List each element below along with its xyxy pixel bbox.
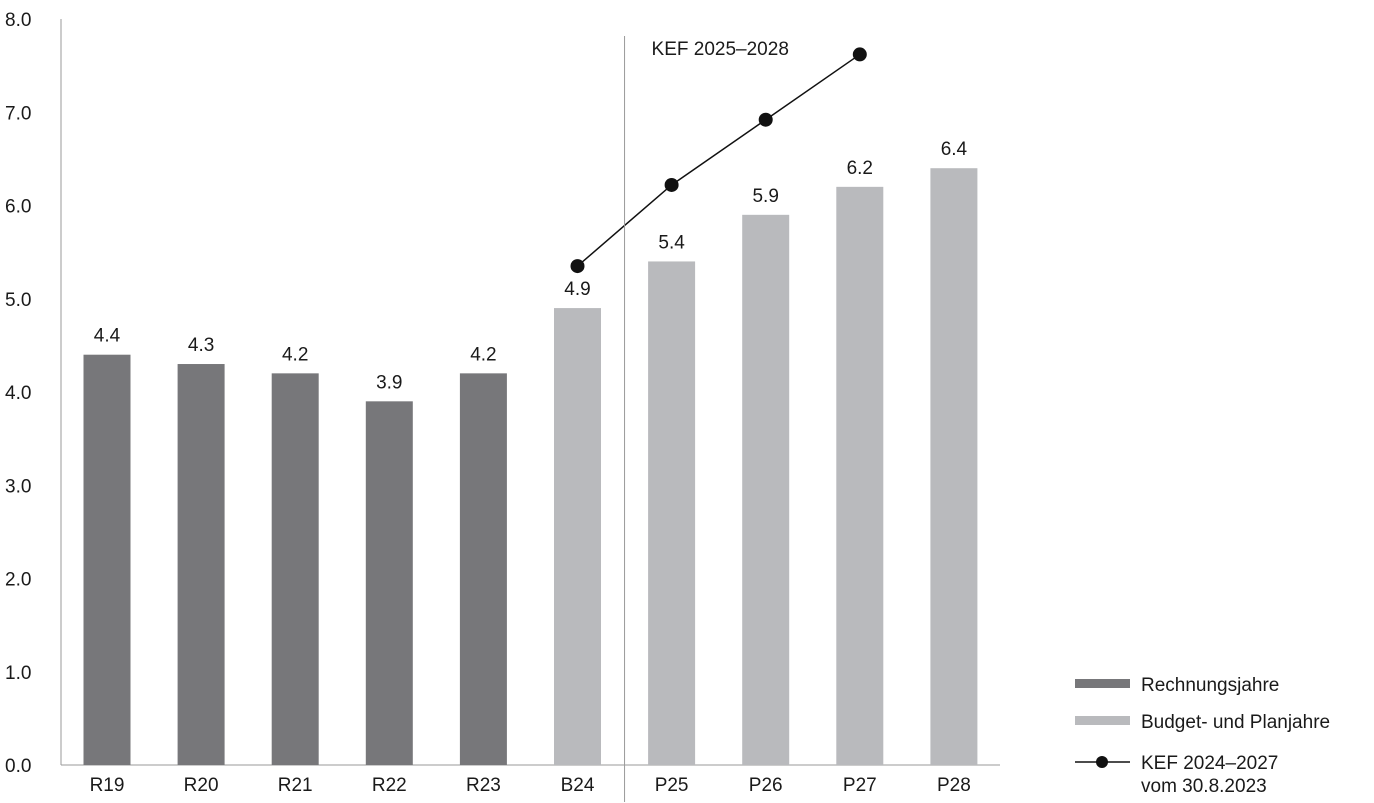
- legend-marker-kef: [1096, 756, 1108, 768]
- bar-p25: [648, 261, 696, 765]
- x-tick-label: B24: [561, 775, 595, 796]
- bar-value-label: 4.4: [94, 326, 121, 347]
- bars: [83, 168, 978, 766]
- bar-value-label: 4.2: [282, 344, 308, 365]
- legend-swatch-planjahre: [1075, 716, 1130, 725]
- annotation-label: KEF 2025–2028: [652, 39, 789, 60]
- x-tick-label: P28: [937, 775, 971, 796]
- x-axis-tick-labels: R19 R20 R21 R22 R23 B24 P25 P26 P27 P28: [90, 775, 971, 796]
- bar-r19: [83, 354, 131, 765]
- x-tick-label: P26: [749, 775, 783, 796]
- bar-p26: [742, 214, 790, 765]
- bar-value-label: 6.2: [847, 158, 873, 179]
- bar-value-label: 4.3: [188, 335, 214, 356]
- y-tick-label: 5.0: [5, 290, 31, 311]
- y-tick-label: 4.0: [5, 383, 31, 404]
- bar-value-label: 6.4: [941, 139, 968, 160]
- y-tick-label: 8.0: [5, 10, 31, 31]
- x-tick-label: P25: [655, 775, 689, 796]
- x-tick-label: P27: [843, 775, 877, 796]
- y-tick-label: 3.0: [5, 476, 31, 497]
- y-tick-label: 0.0: [5, 756, 31, 777]
- bar-b24: [554, 308, 601, 765]
- x-tick-label: R22: [372, 775, 407, 796]
- legend: Rechnungsjahre Budget- und Planjahre KEF 2…: [1075, 675, 1330, 797]
- bar-p27: [836, 186, 884, 766]
- bar-r23: [459, 373, 507, 765]
- x-tick-label: R19: [90, 775, 125, 796]
- legend-label: KEF 2024–2027: [1141, 753, 1278, 774]
- y-axis-tick-labels: 0.0 1.0 2.0 3.0 4.0 5.0 6.0 7.0 8.0: [5, 10, 31, 777]
- y-tick-label: 7.0: [5, 103, 31, 124]
- bar-value-label: 3.9: [376, 372, 402, 393]
- bar-r20: [177, 364, 225, 765]
- bar-value-label: 5.4: [658, 232, 685, 253]
- y-tick-label: 2.0: [5, 570, 31, 591]
- kef-point-p25: [664, 177, 679, 192]
- bar-value-label: 5.9: [752, 186, 778, 207]
- bar-value-labels: 4.4 4.3 4.2 3.9 4.2 4.9 5.4 5.9 6.2 6.4: [94, 139, 968, 393]
- annotation: KEF 2025–2028: [624, 36, 789, 802]
- kef-point-p27: [852, 47, 867, 62]
- kef-point-p26: [758, 112, 773, 127]
- bar-r22: [365, 401, 413, 765]
- y-tick-label: 6.0: [5, 197, 31, 218]
- kef-line: [577, 53, 861, 267]
- bar-value-label: 4.2: [470, 344, 496, 365]
- kef-point-b24: [570, 259, 585, 274]
- legend-label: Budget- und Planjahre: [1141, 712, 1330, 733]
- line-series: [570, 47, 867, 274]
- x-tick-label: R21: [278, 775, 313, 796]
- x-tick-label: R23: [466, 775, 501, 796]
- bar-r21: [271, 373, 319, 765]
- bar-p28: [930, 168, 978, 765]
- y-tick-label: 1.0: [5, 663, 31, 684]
- legend-label: vom 30.8.2023: [1141, 776, 1267, 797]
- legend-label: Rechnungsjahre: [1141, 675, 1279, 696]
- bar-value-label: 4.9: [564, 279, 590, 300]
- x-tick-label: R20: [184, 775, 219, 796]
- legend-swatch-rechnungsjahre: [1075, 679, 1130, 688]
